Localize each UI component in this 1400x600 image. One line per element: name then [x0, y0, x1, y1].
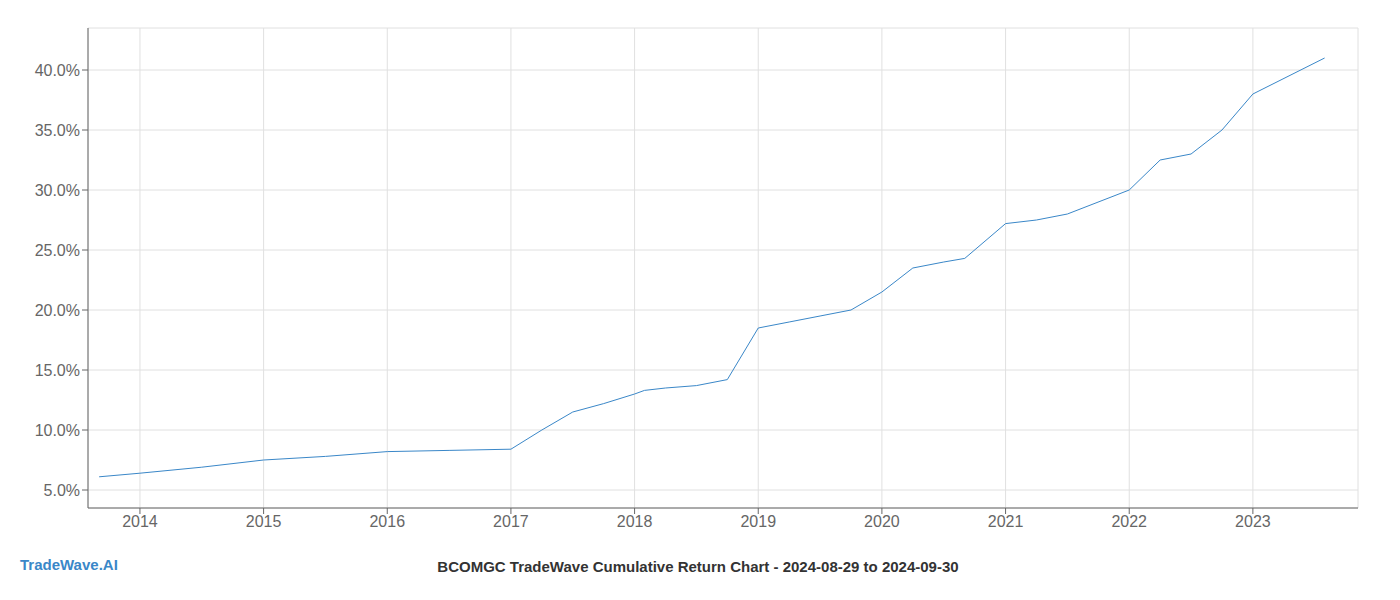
svg-text:2018: 2018: [617, 513, 653, 530]
svg-text:30.0%: 30.0%: [35, 182, 80, 199]
html-text:TradeWave.AI: TradeWave.AI: [20, 556, 118, 573]
svg-text:2022: 2022: [1111, 513, 1147, 530]
svg-text:10.0%: 10.0%: [35, 422, 80, 439]
svg-text:2017: 2017: [493, 513, 529, 530]
svg-text:2019: 2019: [740, 513, 776, 530]
html-text:BCOMGC TradeWave Cumulative Re: BCOMGC TradeWave Cumulative Return Chart…: [437, 557, 959, 575]
svg-text:25.0%: 25.0%: [35, 242, 80, 259]
svg-text:40.0%: 40.0%: [35, 62, 80, 79]
svg-text:2023: 2023: [1235, 513, 1271, 530]
svg-text:2016: 2016: [369, 513, 405, 530]
svg-text:2014: 2014: [122, 513, 158, 530]
svg-text:35.0%: 35.0%: [35, 122, 80, 139]
svg-text:2015: 2015: [246, 513, 282, 530]
svg-text:2021: 2021: [988, 513, 1024, 530]
svg-text:2020: 2020: [864, 513, 900, 530]
svg-text:15.0%: 15.0%: [35, 362, 80, 379]
svg-text:5.0%: 5.0%: [44, 482, 80, 499]
svg-text:20.0%: 20.0%: [35, 302, 80, 319]
